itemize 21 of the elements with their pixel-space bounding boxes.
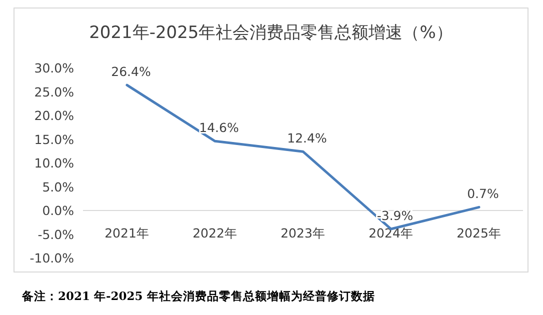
x-tick-label: 2022年	[192, 226, 238, 240]
y-tick-label: 20.0%	[34, 108, 74, 123]
text: 备注：2021 年-2025 年社会消费品零售总额增幅为经普修订数据	[21, 289, 375, 303]
data-label: -3.9%	[376, 208, 414, 224]
x-tick-label: 2024年	[368, 226, 414, 240]
chart-title: 2021年-2025年社会消费品零售总额增速（%）	[89, 23, 453, 43]
y-tick-label: -5.0%	[38, 226, 74, 242]
y-tick-label: 5.0%	[42, 179, 74, 194]
y-tick-label: 10.0%	[34, 156, 74, 170]
data-label: 12.4%	[287, 130, 327, 146]
data-label: 14.6%	[199, 120, 239, 136]
data-label: 26.4%	[111, 64, 151, 80]
x-tick-label: 2021年	[104, 226, 150, 240]
y-tick-label: -10.0%	[30, 250, 74, 266]
data-label: 0.7%	[467, 186, 499, 202]
y-tick-label: 25.0%	[34, 84, 74, 100]
y-tick-label: 15.0%	[34, 132, 74, 147]
x-tick-label: 2025年	[456, 226, 502, 240]
y-tick-label: 0.0%	[42, 203, 74, 218]
y-tick-label: 30.0%	[34, 60, 74, 76]
x-tick-label: 2023年	[280, 226, 326, 240]
